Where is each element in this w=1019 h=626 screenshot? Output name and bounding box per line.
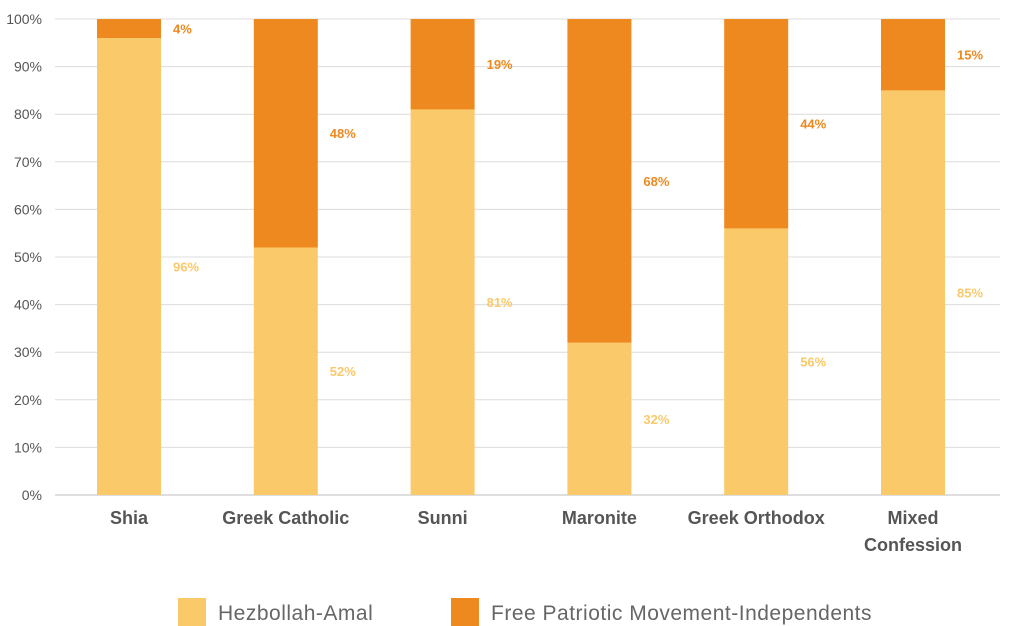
bar-segment bbox=[97, 38, 161, 495]
bar-segment bbox=[410, 19, 475, 110]
data-label: 48% bbox=[330, 126, 356, 141]
x-tick-label: Greek Catholic bbox=[222, 508, 349, 528]
data-label: 85% bbox=[957, 286, 983, 301]
x-tick-label: Maronite bbox=[562, 508, 637, 528]
data-label: 56% bbox=[800, 355, 826, 370]
bar-segment bbox=[724, 228, 789, 495]
y-tick-label: 90% bbox=[14, 59, 42, 75]
y-tick-label: 40% bbox=[14, 297, 42, 313]
bar-segment bbox=[881, 19, 945, 91]
data-label: 52% bbox=[330, 364, 356, 379]
y-axis: 0% 10% 20% 30% 40% 50% 60% 70% 80% 90% 100% bbox=[6, 11, 42, 503]
gridlines bbox=[55, 18, 1000, 496]
x-tick-label: Greek Orthodox bbox=[688, 508, 825, 528]
bar-segment bbox=[881, 90, 945, 496]
bar-segment bbox=[97, 19, 161, 39]
data-label: 32% bbox=[643, 412, 669, 427]
legend-label: Free Patriotic Movement-Independents bbox=[491, 602, 872, 625]
bar-segment bbox=[410, 109, 475, 495]
legend-label: Hezbollah-Amal bbox=[218, 602, 373, 625]
data-label: 96% bbox=[173, 260, 199, 275]
y-tick-label: 30% bbox=[14, 344, 42, 360]
y-tick-label: 80% bbox=[14, 106, 42, 122]
x-axis: Shia Greek Catholic Sunni Maronite Greek Ort… bbox=[110, 508, 962, 555]
y-tick-label: 60% bbox=[14, 201, 42, 217]
data-label: 19% bbox=[487, 57, 513, 72]
y-tick-label: 0% bbox=[22, 487, 42, 503]
y-tick-label: 100% bbox=[6, 11, 42, 27]
data-label: 68% bbox=[643, 174, 669, 189]
data-labels: 96% 4% 52% 48% 81% 19% 32% 68% 56% 44% 85% 15% bbox=[173, 22, 983, 427]
legend: Hezbollah-Amal Free Patriotic Movement-In… bbox=[178, 598, 872, 626]
x-tick-label: Sunni bbox=[418, 508, 468, 528]
bar-segment bbox=[724, 19, 789, 229]
bar-segment bbox=[253, 247, 318, 495]
y-tick-label: 50% bbox=[14, 249, 42, 265]
y-tick-label: 20% bbox=[14, 392, 42, 408]
legend-swatch bbox=[178, 598, 206, 626]
legend-swatch bbox=[451, 598, 479, 626]
y-tick-label: 10% bbox=[14, 439, 42, 455]
data-label: 44% bbox=[800, 117, 826, 132]
x-tick-label: Shia bbox=[110, 508, 149, 528]
x-tick-label: Mixed Confession bbox=[864, 508, 962, 555]
bar-segment bbox=[567, 342, 632, 495]
data-label: 15% bbox=[957, 48, 983, 63]
data-label: 4% bbox=[173, 22, 192, 37]
bar-segment bbox=[567, 19, 632, 343]
bar-segment bbox=[253, 19, 318, 248]
data-label: 81% bbox=[487, 295, 513, 310]
bars bbox=[97, 19, 945, 496]
y-tick-label: 70% bbox=[14, 154, 42, 170]
